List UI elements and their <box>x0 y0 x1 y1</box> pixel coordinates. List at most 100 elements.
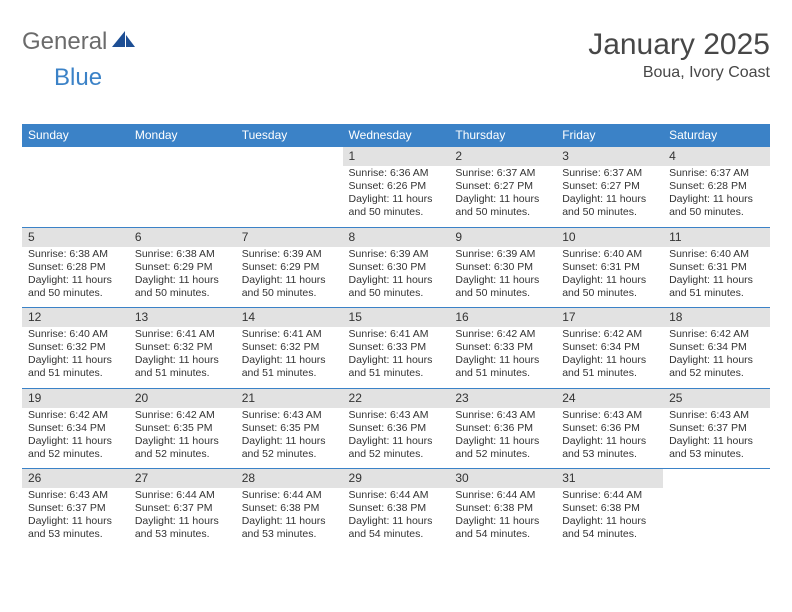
day-number: 27 <box>129 469 236 488</box>
daylight-line: Daylight: 11 hours and 50 minutes. <box>28 274 123 300</box>
day-number: 28 <box>236 469 343 488</box>
day-number: 1 <box>343 147 450 166</box>
day-detail-cell: Sunrise: 6:38 AMSunset: 6:29 PMDaylight:… <box>129 247 236 308</box>
day-number-cell <box>129 147 236 167</box>
day-detail-cell <box>236 166 343 227</box>
sunrise-line: Sunrise: 6:41 AM <box>135 328 230 341</box>
day-number-cell: 9 <box>449 227 556 247</box>
day-number-cell: 3 <box>556 147 663 167</box>
day-detail-cell: Sunrise: 6:40 AMSunset: 6:32 PMDaylight:… <box>22 327 129 388</box>
day-number-cell: 21 <box>236 388 343 408</box>
day-number-cell <box>236 147 343 167</box>
sunrise-line: Sunrise: 6:40 AM <box>562 248 657 261</box>
day-detail-cell: Sunrise: 6:42 AMSunset: 6:33 PMDaylight:… <box>449 327 556 388</box>
sunrise-line: Sunrise: 6:42 AM <box>562 328 657 341</box>
daylight-line: Daylight: 11 hours and 52 minutes. <box>349 435 444 461</box>
day-number: 19 <box>22 389 129 408</box>
day-number-cell: 7 <box>236 227 343 247</box>
calendar-table: Sunday Monday Tuesday Wednesday Thursday… <box>22 124 770 549</box>
daylight-line: Daylight: 11 hours and 53 minutes. <box>242 515 337 541</box>
day-detail-cell <box>663 488 770 549</box>
month-title: January 2025 <box>588 28 770 62</box>
daylight-line: Daylight: 11 hours and 50 minutes. <box>455 193 550 219</box>
day-detail-cell <box>129 166 236 227</box>
day-number <box>663 469 770 488</box>
day-number: 6 <box>129 228 236 247</box>
sunset-line: Sunset: 6:34 PM <box>28 422 123 435</box>
day-number-cell: 26 <box>22 469 129 489</box>
daylight-line: Daylight: 11 hours and 50 minutes. <box>562 193 657 219</box>
sunrise-line: Sunrise: 6:37 AM <box>669 167 764 180</box>
day-number: 24 <box>556 389 663 408</box>
day-detail-cell: Sunrise: 6:37 AMSunset: 6:28 PMDaylight:… <box>663 166 770 227</box>
day-number: 21 <box>236 389 343 408</box>
day-number-cell: 20 <box>129 388 236 408</box>
day-number-cell: 10 <box>556 227 663 247</box>
day-detail-cell <box>22 166 129 227</box>
sunset-line: Sunset: 6:33 PM <box>349 341 444 354</box>
sunset-line: Sunset: 6:38 PM <box>242 502 337 515</box>
sunset-line: Sunset: 6:38 PM <box>455 502 550 515</box>
sunrise-line: Sunrise: 6:42 AM <box>669 328 764 341</box>
sunset-line: Sunset: 6:32 PM <box>28 341 123 354</box>
sunrise-line: Sunrise: 6:43 AM <box>28 489 123 502</box>
sunrise-line: Sunrise: 6:40 AM <box>28 328 123 341</box>
day-number <box>236 147 343 166</box>
daylight-line: Daylight: 11 hours and 53 minutes. <box>562 435 657 461</box>
day-number: 2 <box>449 147 556 166</box>
week-daynum-row: 262728293031 <box>22 469 770 489</box>
sunset-line: Sunset: 6:30 PM <box>455 261 550 274</box>
day-detail-cell: Sunrise: 6:38 AMSunset: 6:28 PMDaylight:… <box>22 247 129 308</box>
sunrise-line: Sunrise: 6:41 AM <box>242 328 337 341</box>
day-detail-cell: Sunrise: 6:43 AMSunset: 6:35 PMDaylight:… <box>236 408 343 469</box>
day-number-cell: 1 <box>343 147 450 167</box>
daylight-line: Daylight: 11 hours and 54 minutes. <box>349 515 444 541</box>
day-detail-cell: Sunrise: 6:44 AMSunset: 6:37 PMDaylight:… <box>129 488 236 549</box>
weekday-wed: Wednesday <box>343 124 450 147</box>
sunrise-line: Sunrise: 6:39 AM <box>349 248 444 261</box>
daylight-line: Daylight: 11 hours and 52 minutes. <box>669 354 764 380</box>
daylight-line: Daylight: 11 hours and 51 minutes. <box>562 354 657 380</box>
day-detail-cell: Sunrise: 6:43 AMSunset: 6:37 PMDaylight:… <box>663 408 770 469</box>
daylight-line: Daylight: 11 hours and 50 minutes. <box>455 274 550 300</box>
sunset-line: Sunset: 6:37 PM <box>135 502 230 515</box>
week-detail-row: Sunrise: 6:36 AMSunset: 6:26 PMDaylight:… <box>22 166 770 227</box>
day-number: 11 <box>663 228 770 247</box>
sunset-line: Sunset: 6:34 PM <box>669 341 764 354</box>
day-number-cell: 15 <box>343 308 450 328</box>
daylight-line: Daylight: 11 hours and 51 minutes. <box>242 354 337 380</box>
day-detail-cell: Sunrise: 6:41 AMSunset: 6:32 PMDaylight:… <box>236 327 343 388</box>
sunrise-line: Sunrise: 6:43 AM <box>349 409 444 422</box>
sunset-line: Sunset: 6:37 PM <box>28 502 123 515</box>
weekday-tue: Tuesday <box>236 124 343 147</box>
logo-word2: Blue <box>54 64 792 92</box>
weekday-thu: Thursday <box>449 124 556 147</box>
day-detail-cell: Sunrise: 6:43 AMSunset: 6:37 PMDaylight:… <box>22 488 129 549</box>
weekday-header-row: Sunday Monday Tuesday Wednesday Thursday… <box>22 124 770 147</box>
day-detail-cell: Sunrise: 6:44 AMSunset: 6:38 PMDaylight:… <box>449 488 556 549</box>
daylight-line: Daylight: 11 hours and 50 minutes. <box>242 274 337 300</box>
week-daynum-row: 12131415161718 <box>22 308 770 328</box>
daylight-line: Daylight: 11 hours and 54 minutes. <box>455 515 550 541</box>
day-number: 20 <box>129 389 236 408</box>
day-detail-cell: Sunrise: 6:42 AMSunset: 6:35 PMDaylight:… <box>129 408 236 469</box>
daylight-line: Daylight: 11 hours and 52 minutes. <box>455 435 550 461</box>
day-number: 12 <box>22 308 129 327</box>
sunset-line: Sunset: 6:26 PM <box>349 180 444 193</box>
week-detail-row: Sunrise: 6:38 AMSunset: 6:28 PMDaylight:… <box>22 247 770 308</box>
daylight-line: Daylight: 11 hours and 54 minutes. <box>562 515 657 541</box>
sunset-line: Sunset: 6:28 PM <box>28 261 123 274</box>
day-number-cell: 6 <box>129 227 236 247</box>
day-number: 18 <box>663 308 770 327</box>
daylight-line: Daylight: 11 hours and 51 minutes. <box>669 274 764 300</box>
daylight-line: Daylight: 11 hours and 52 minutes. <box>242 435 337 461</box>
day-detail-cell: Sunrise: 6:44 AMSunset: 6:38 PMDaylight:… <box>343 488 450 549</box>
weekday-sun: Sunday <box>22 124 129 147</box>
calendar-body: 1234Sunrise: 6:36 AMSunset: 6:26 PMDayli… <box>22 147 770 549</box>
day-number-cell: 16 <box>449 308 556 328</box>
week-detail-row: Sunrise: 6:43 AMSunset: 6:37 PMDaylight:… <box>22 488 770 549</box>
sunset-line: Sunset: 6:27 PM <box>455 180 550 193</box>
sunset-line: Sunset: 6:30 PM <box>349 261 444 274</box>
sunset-line: Sunset: 6:32 PM <box>242 341 337 354</box>
sunset-line: Sunset: 6:27 PM <box>562 180 657 193</box>
